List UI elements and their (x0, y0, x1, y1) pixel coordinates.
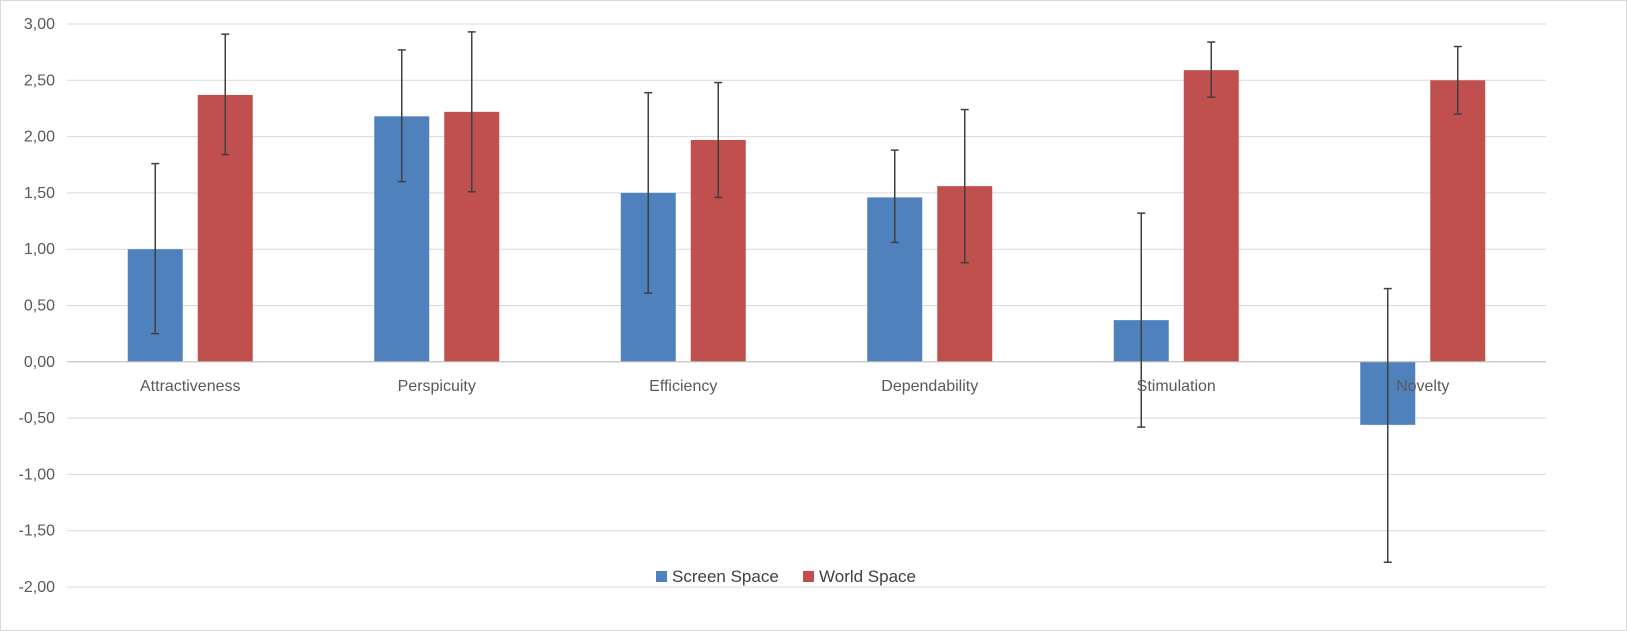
category-label: Novelty (1396, 378, 1449, 395)
y-tick-label: 0,50 (24, 298, 55, 315)
error-bar (467, 31, 476, 193)
y-tick-label: -0,50 (19, 410, 56, 427)
y-tick-label: -1,00 (19, 466, 56, 483)
error-bar (1137, 212, 1146, 428)
legend: Screen Space World Space (656, 567, 916, 586)
y-tick-label: 1,00 (24, 241, 55, 258)
error-bar (1207, 41, 1216, 98)
gridlines (67, 23, 1546, 588)
y-tick-label: -1,50 (19, 523, 56, 540)
legend-item: World Space (803, 567, 916, 586)
y-tick-label: 2,00 (24, 129, 55, 146)
error-bar (221, 33, 230, 156)
bar-world-space (1183, 70, 1239, 362)
bars (127, 70, 1486, 425)
error-bar (1453, 45, 1462, 115)
legend-item: Screen Space (656, 567, 779, 586)
category-labels: Attractiveness Perspicuity Efficiency Depen… (140, 378, 1449, 395)
error-bar (960, 108, 969, 264)
y-tick-label: 1,50 (24, 185, 55, 202)
legend-swatch (803, 571, 814, 582)
y-axis-ticks: 3,00 2,50 2,00 1,50 1,00 0,50 0,00 -0,50 -1,00 -1… (19, 16, 56, 596)
legend-label: World Space (819, 567, 916, 586)
bar-world-space (1430, 80, 1486, 362)
category-label: Dependability (881, 378, 978, 395)
error-bar (151, 162, 160, 335)
category-label: Efficiency (649, 378, 717, 395)
error-bar (890, 149, 899, 244)
error-bar (397, 49, 406, 183)
y-tick-label: -2,00 (19, 579, 56, 596)
y-tick-label: 2,50 (24, 72, 55, 89)
category-label: Attractiveness (140, 378, 240, 395)
y-tick-label: 3,00 (24, 16, 55, 33)
category-label: Perspicuity (398, 378, 476, 395)
legend-swatch (656, 571, 667, 582)
legend-label: Screen Space (672, 567, 779, 586)
error-bars (151, 31, 1462, 563)
y-tick-label: 0,00 (24, 354, 55, 371)
category-label: Stimulation (1137, 378, 1216, 395)
error-bar (714, 81, 723, 199)
error-bar (644, 91, 653, 294)
error-bar (1383, 287, 1392, 563)
